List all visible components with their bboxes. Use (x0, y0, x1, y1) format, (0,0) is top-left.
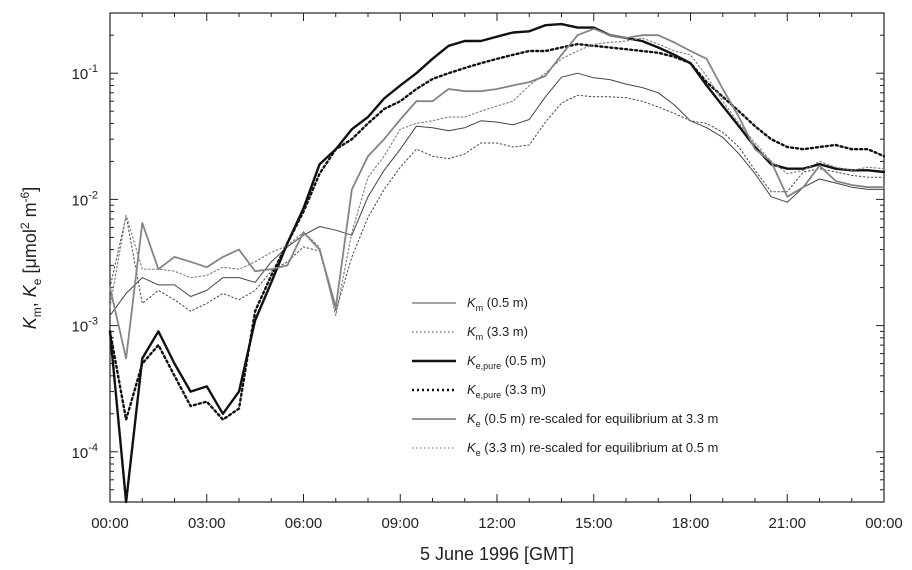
legend-label-6: Ke (3.3 m) re-scaled for equilibrium at … (467, 440, 718, 458)
legend-label-5: Ke (0.5 m) re-scaled for equilibrium at … (467, 411, 718, 429)
series-line-2 (109, 94, 885, 312)
series-line-5 (109, 27, 885, 360)
y-title-sup1: 2 (18, 222, 32, 229)
legend-label-2: Km (3.3 m) (467, 324, 528, 342)
series-line-3 (108, 22, 886, 504)
y-title-mid: m (20, 202, 40, 222)
y-title-sub1: m (30, 307, 44, 317)
y-tick-label: 10-4 (72, 442, 98, 462)
x-tick-label: 15:00 (575, 515, 613, 532)
x-tick-label: 12:00 (478, 515, 516, 532)
x-axis-ticks: 00:00 03:00 06:00 09:00 12:00 15:00 18:00 21:00… (91, 13, 903, 532)
series-line-6 (109, 37, 885, 317)
y-title-sup2: -6 (18, 191, 32, 202)
series-layer (108, 22, 886, 504)
x-tick-label: 00:00 (865, 515, 903, 532)
legend-label-4: Ke,pure (3.3 m) (467, 382, 546, 400)
y-title-sep: , (20, 297, 40, 307)
y-tick-label: 10-3 (72, 316, 98, 336)
x-tick-label: 00:00 (91, 515, 129, 532)
legend: Km (0.5 m) Km (3.3 m) Ke,pure (0.5 m) Ke,pu… (412, 295, 718, 458)
x-tick-label: 06:00 (285, 515, 323, 532)
x-tick-label: 09:00 (381, 515, 419, 532)
legend-label-1: Km (0.5 m) (467, 295, 528, 313)
y-title-close: ] (20, 187, 40, 192)
x-tick-label: 03:00 (188, 515, 226, 532)
x-tick-label: 21:00 (768, 515, 806, 532)
series-line-1 (109, 72, 885, 317)
y-tick-label: 10-2 (72, 189, 98, 209)
y-title-k2: K (20, 284, 40, 297)
x-axis-title: 5 June 1996 [GMT] (420, 544, 574, 564)
plot-frame (109, 12, 885, 503)
x-tick-label: 18:00 (672, 515, 710, 532)
y-axis-ticks: 10-4 10-3 10-2 10-1 (72, 34, 884, 503)
series-line-4 (108, 42, 886, 421)
y-title-k1: K (20, 316, 40, 329)
y-title-sub2: e (30, 278, 44, 285)
legend-label-3: Ke,pure (0.5 m) (467, 353, 546, 371)
y-tick-label: 10-1 (72, 63, 98, 83)
y-axis-title: Km, Ke [μmol2 m-6] (18, 187, 44, 330)
y-title-open: [μmol (20, 229, 40, 278)
